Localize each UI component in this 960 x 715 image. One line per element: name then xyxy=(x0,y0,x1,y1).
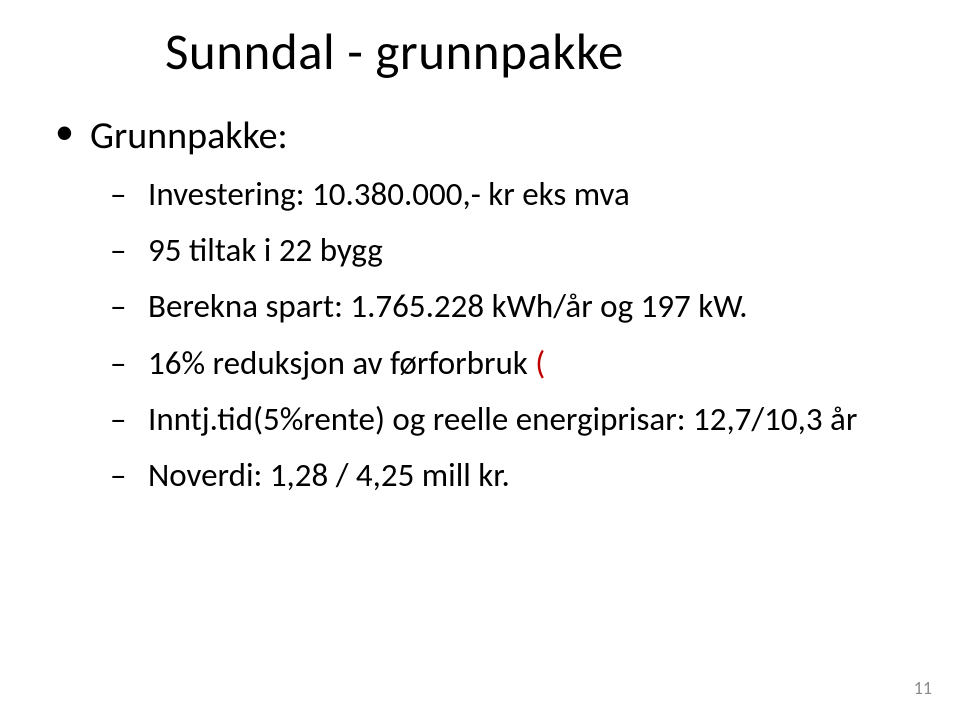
bullet-text: 16% reduksjon av førforbruk xyxy=(148,343,528,383)
bullet-level2: Berekna spart: 1.765.228 kWh/år og 197 k… xyxy=(110,285,910,327)
bullet-level2: Investering: 10.380.000,- kr eks mva xyxy=(110,173,910,215)
page-number: 11 xyxy=(914,677,932,699)
bullet-level2: Noverdi: 1,28 / 4,25 mill kr. xyxy=(110,454,910,496)
bullet-level2: 95 tiltak i 22 bygg xyxy=(110,229,910,271)
slide: Sunndal - grunnpakke Grunnpakke: Investe… xyxy=(0,0,960,715)
bullet-text-red: ( xyxy=(528,343,545,383)
bullet-level2: Inntj.tid(5%rente) og reelle energiprisa… xyxy=(110,398,910,440)
slide-title: Sunndal - grunnpakke xyxy=(165,20,910,83)
bullet-level2: 16% reduksjon av førforbruk ( xyxy=(110,342,910,384)
bullet-level1: Grunnpakke: xyxy=(55,113,910,159)
